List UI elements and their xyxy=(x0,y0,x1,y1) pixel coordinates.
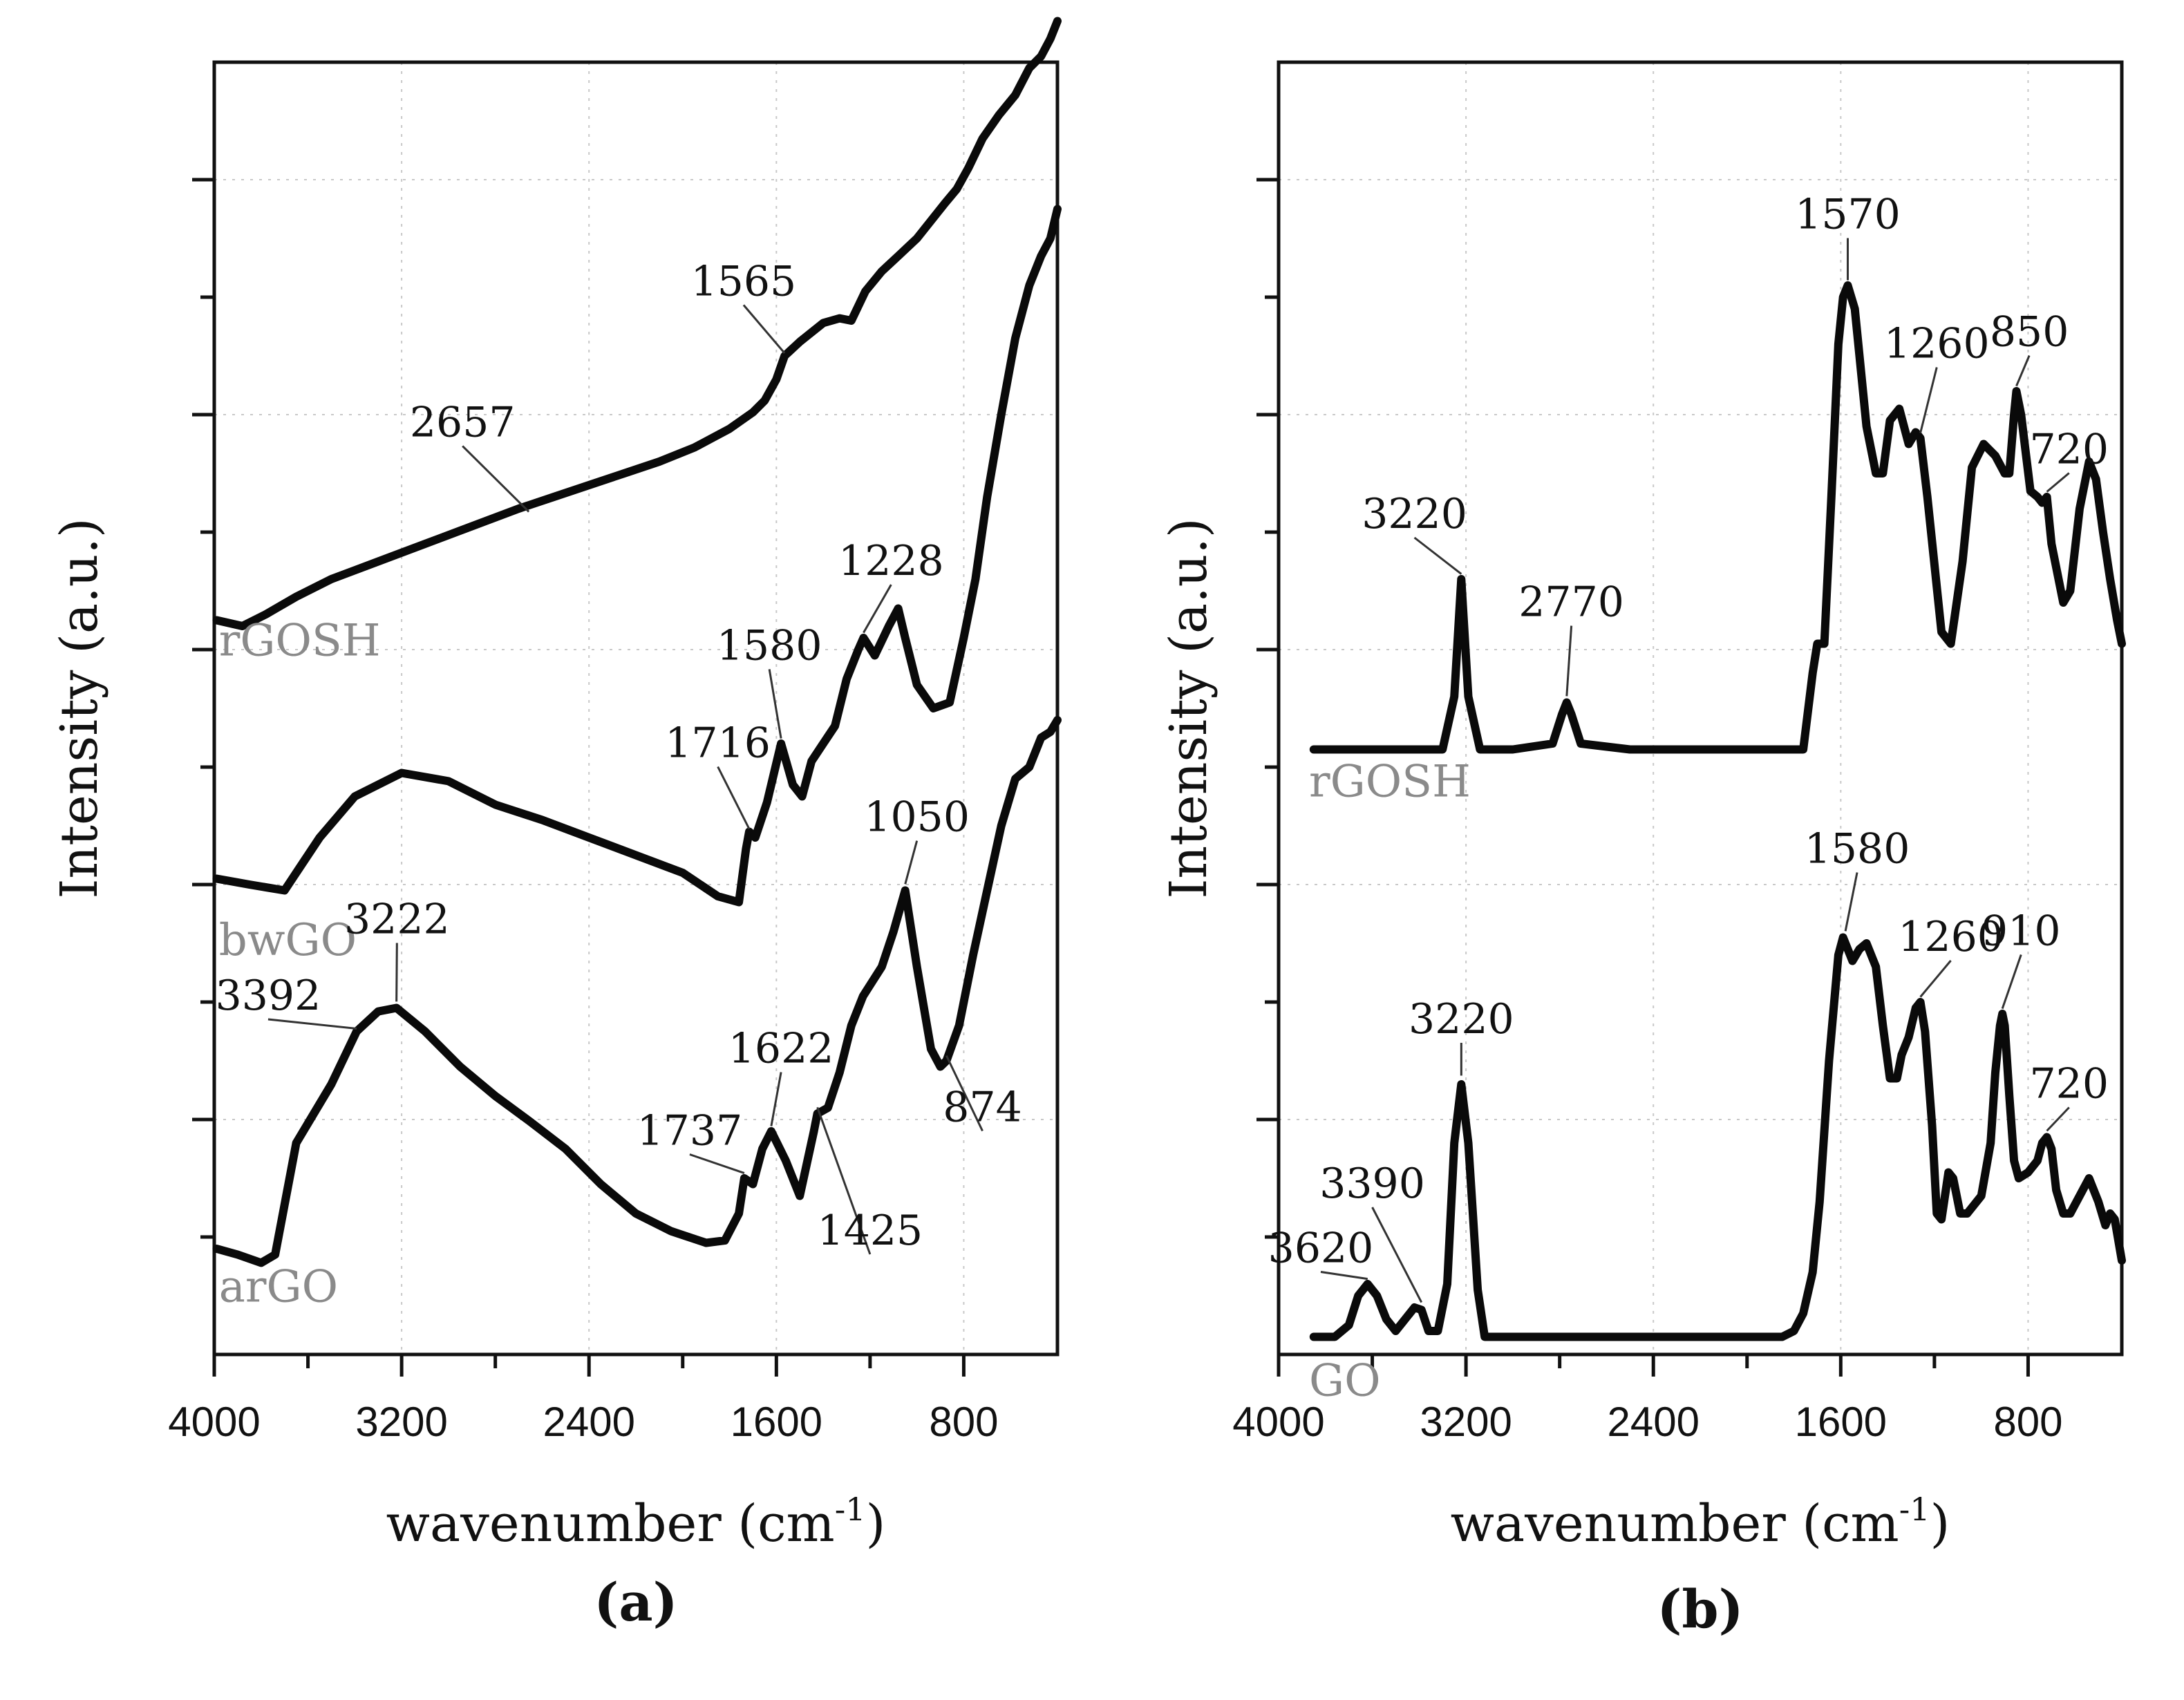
panel-label: (b) xyxy=(1657,1578,1743,1640)
annotation-leader xyxy=(1371,1207,1423,1303)
panel-label: (a) xyxy=(594,1571,677,1633)
peak-annotation: 3620 xyxy=(1268,1225,1374,1273)
peak-annotation: 720 xyxy=(2029,426,2109,474)
peak-annotation: 1570 xyxy=(1795,191,1901,239)
x-tick-label: 800 xyxy=(1993,1399,2062,1445)
peak-annotation: 720 xyxy=(2029,1060,2109,1108)
x-tick-label: 800 xyxy=(929,1399,998,1445)
peak-annotation: 1737 xyxy=(637,1107,743,1155)
annotation-leader xyxy=(742,304,786,354)
annotation-leader xyxy=(1844,872,1858,932)
peak-annotation: 1425 xyxy=(818,1207,923,1255)
annotation-leader xyxy=(717,766,751,830)
annotation-leader xyxy=(1320,1271,1368,1281)
x-tick-label: 2400 xyxy=(543,1399,634,1445)
series-line-GO xyxy=(1309,933,2126,1341)
panel-a: 4000 3200 2400 1600 800 Intensity (a.u.) waven… xyxy=(50,17,1062,1633)
x-axis-title-superscript: -1 xyxy=(835,1491,866,1528)
x-axis-title: wavenumber (cm-1) xyxy=(1451,1491,1950,1553)
annotation-leader xyxy=(945,1055,983,1132)
annotation-leader xyxy=(267,1018,357,1030)
annotation-leader xyxy=(2001,954,2022,1010)
peak-annotation: 3390 xyxy=(1319,1160,1425,1208)
annotation-leader xyxy=(2015,355,2031,387)
peak-annotation: 1228 xyxy=(838,537,944,585)
series-line-arGO xyxy=(212,716,1062,1267)
peak-annotation: 874 xyxy=(943,1084,1022,1132)
series-line-rGOSH xyxy=(1309,281,2126,754)
panel-b: 4000 3200 2400 1600 800 Intensity (a.u.) waven… xyxy=(1159,60,2126,1640)
annotation-leader xyxy=(1919,960,1952,998)
series-line-rGOSH xyxy=(212,17,1062,630)
peak-annotation: 910 xyxy=(1981,907,2061,956)
y-axis-title: Intensity (a.u.) xyxy=(1159,518,1218,898)
x-tick-label: 3200 xyxy=(1420,1399,1512,1445)
x-axis-title-main: wavenumber (cm xyxy=(386,1494,835,1553)
series-label: arGO xyxy=(219,1262,338,1313)
annotation-leader xyxy=(462,445,530,513)
peak-annotation: 1565 xyxy=(691,257,797,305)
x-tick-label: 1600 xyxy=(1795,1399,1887,1445)
annotation-leader xyxy=(1413,536,1462,575)
peak-annotation: 1716 xyxy=(665,719,771,768)
peak-annotation: 1580 xyxy=(1805,825,1910,873)
peak-annotation: 1622 xyxy=(728,1025,834,1073)
y-axis-title: Intensity (a.u.) xyxy=(50,518,109,898)
annotation-leader xyxy=(689,1153,745,1175)
x-tick-label: 2400 xyxy=(1607,1399,1699,1445)
x-axis-title: wavenumber (cm-1) xyxy=(386,1491,886,1553)
series-label: bwGO xyxy=(219,915,357,966)
peak-annotation: 1260 xyxy=(1898,913,2004,961)
peak-annotation: 850 xyxy=(1990,308,2069,357)
peak-annotation: 2657 xyxy=(410,398,516,446)
peak-annotation: 1050 xyxy=(864,793,970,842)
annotation-leader xyxy=(768,669,782,739)
x-tick-label: 3200 xyxy=(355,1399,447,1445)
annotation-leader xyxy=(1565,625,1573,697)
annotation-leader xyxy=(863,584,892,634)
peak-annotation: 3220 xyxy=(1409,995,1514,1043)
x-axis-title-end: ) xyxy=(1930,1494,1950,1553)
x-tick-label: 4000 xyxy=(168,1399,260,1445)
annotation-leader xyxy=(2046,472,2070,493)
peak-annotation: 1580 xyxy=(717,621,822,670)
peak-annotation: 3220 xyxy=(1362,490,1467,538)
peak-annotation: 2770 xyxy=(1518,578,1624,627)
x-axis-title-superscript: -1 xyxy=(1899,1491,1930,1528)
x-tick-label: 1600 xyxy=(731,1399,822,1445)
x-axis-title-main: wavenumber (cm xyxy=(1451,1494,1899,1553)
peak-annotation: 1260 xyxy=(1884,320,1990,368)
annotation-leader xyxy=(904,840,919,885)
x-tick-label: 4000 xyxy=(1232,1399,1324,1445)
annotation-leader xyxy=(2046,1106,2070,1132)
series-label: GO xyxy=(1309,1356,1381,1407)
plot-frame xyxy=(1277,60,2124,1357)
series-line-bwGO xyxy=(212,205,1062,907)
series-label: rGOSH xyxy=(1309,757,1471,808)
x-axis-title-end: ) xyxy=(866,1494,886,1553)
annotation-leader xyxy=(816,1106,872,1255)
series-label: rGOSH xyxy=(219,616,381,667)
peak-annotation: 3392 xyxy=(216,972,321,1020)
peak-annotation: 3222 xyxy=(344,896,450,944)
plot-frame xyxy=(212,60,1060,1357)
annotation-leader xyxy=(770,1072,782,1126)
annotation-leader xyxy=(1919,367,1938,433)
